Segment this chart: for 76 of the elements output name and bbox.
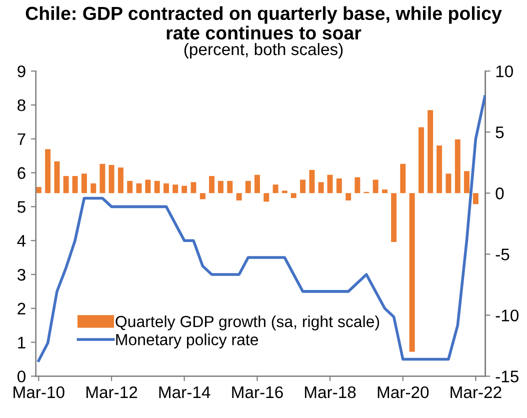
bar bbox=[464, 171, 470, 194]
y2-tick-label: 10 bbox=[496, 65, 513, 78]
bar bbox=[336, 178, 342, 194]
x-tick-label: Mar-14 bbox=[159, 386, 210, 398]
bar bbox=[145, 180, 151, 194]
y-tick-label: 0 bbox=[17, 370, 26, 382]
bar bbox=[245, 180, 251, 194]
bar bbox=[354, 177, 360, 194]
bar bbox=[172, 184, 178, 194]
bar bbox=[391, 193, 397, 242]
bar bbox=[36, 187, 42, 194]
bar bbox=[272, 184, 278, 194]
chart-title: Chile: GDP contracted on quarterly base, while policy rate continues to soar bbox=[26, 6, 502, 40]
bar bbox=[63, 176, 69, 194]
bar bbox=[409, 193, 415, 352]
bar bbox=[164, 183, 170, 194]
bar bbox=[118, 167, 124, 194]
chart-subtitle: (percent, both scales) bbox=[184, 42, 343, 59]
x-tick-label: Mar-16 bbox=[232, 386, 283, 398]
bar bbox=[282, 190, 288, 194]
bar bbox=[45, 149, 51, 194]
bar bbox=[436, 146, 442, 194]
legend-label: Monetary policy rate bbox=[116, 334, 258, 348]
bar bbox=[236, 193, 242, 200]
bar bbox=[100, 164, 106, 194]
y-tick-label: 3 bbox=[17, 268, 26, 281]
bar bbox=[418, 127, 424, 194]
bar bbox=[182, 186, 188, 194]
bar bbox=[200, 193, 206, 200]
bar bbox=[72, 176, 78, 194]
bar bbox=[428, 110, 434, 194]
bar bbox=[227, 180, 233, 194]
y2-tick-label: 5 bbox=[496, 126, 504, 138]
bar bbox=[309, 170, 315, 194]
bar bbox=[290, 193, 296, 198]
bar bbox=[81, 174, 87, 194]
y-tick-label: 6 bbox=[18, 167, 26, 179]
x-tick-label: Mar-12 bbox=[86, 386, 138, 398]
x-tick-label: Mar-18 bbox=[304, 386, 356, 398]
bar bbox=[327, 174, 333, 194]
bar bbox=[136, 183, 142, 194]
y-tick-label: 9 bbox=[18, 65, 26, 78]
bar bbox=[372, 180, 378, 194]
bar bbox=[300, 180, 306, 194]
bar bbox=[90, 183, 96, 194]
y2-tick-label: -10 bbox=[496, 310, 519, 322]
bar bbox=[218, 180, 224, 194]
x-tick-label: Mar-10 bbox=[14, 386, 64, 398]
bar bbox=[208, 176, 214, 194]
bar bbox=[400, 164, 406, 194]
bar bbox=[472, 193, 478, 204]
y-tick-label: 2 bbox=[18, 302, 26, 314]
bar bbox=[54, 161, 60, 194]
bar bbox=[190, 182, 196, 194]
y-tick-label: 8 bbox=[18, 99, 26, 112]
bar bbox=[446, 174, 452, 194]
bar bbox=[108, 165, 114, 194]
x-tick-label: Mar-22 bbox=[450, 386, 502, 398]
bar bbox=[264, 193, 270, 202]
y-tick-label: 7 bbox=[18, 133, 26, 145]
y2-tick-label: -15 bbox=[496, 370, 518, 382]
bar bbox=[154, 180, 160, 194]
bar bbox=[382, 189, 388, 194]
y-tick-label: 1 bbox=[18, 336, 26, 348]
line-series bbox=[37, 95, 486, 362]
y-tick-label: 4 bbox=[17, 235, 26, 247]
bar bbox=[127, 180, 133, 194]
bar bbox=[454, 139, 460, 194]
y-tick-label: 5 bbox=[18, 201, 26, 213]
y2-tick-label: 0 bbox=[496, 188, 504, 200]
y2-tick-label: -5 bbox=[496, 248, 510, 260]
bar bbox=[318, 182, 324, 194]
bar bbox=[346, 193, 352, 200]
legend-label: Quartely GDP growth (sa, right scale) bbox=[116, 315, 380, 330]
x-tick-label: Mar-20 bbox=[378, 386, 429, 398]
bar bbox=[254, 174, 260, 194]
